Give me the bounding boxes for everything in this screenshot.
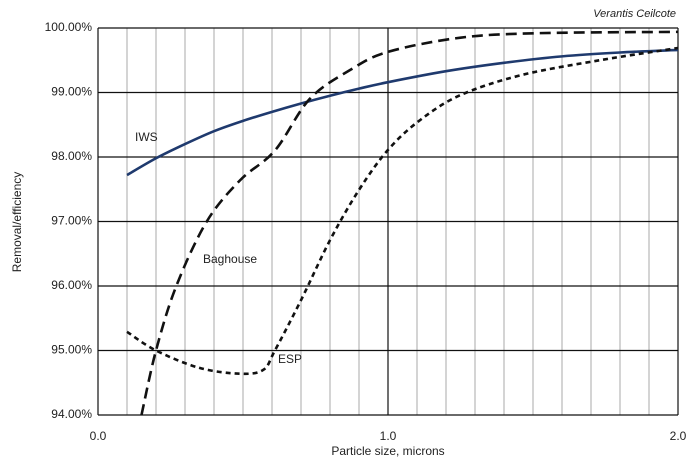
- series-label: IWS: [135, 130, 158, 144]
- x-tick-label: 0.0: [90, 429, 107, 443]
- y-tick-label: 94.00%: [51, 407, 92, 421]
- x-tick-label: 1.0: [380, 429, 397, 443]
- y-tick-label: 97.00%: [51, 214, 92, 228]
- x-axis-label: Particle size, microns: [331, 444, 444, 458]
- series-label: ESP: [278, 352, 302, 366]
- y-tick-label: 96.00%: [51, 278, 92, 292]
- line-series: [126, 48, 679, 177]
- source-credit: Verantis Ceilcote: [593, 8, 676, 20]
- x-tick-label: 2.0: [670, 429, 687, 443]
- line-series: [126, 46, 679, 376]
- y-tick-label: 99.00%: [51, 85, 92, 99]
- line-series: [140, 30, 679, 416]
- y-tick-label: 95.00%: [51, 343, 92, 357]
- series-label: Baghouse: [203, 252, 257, 266]
- y-axis-label: Removal/efficiency: [10, 172, 24, 273]
- y-tick-label: 98.00%: [51, 149, 92, 163]
- y-tick-label: 100.00%: [45, 20, 93, 34]
